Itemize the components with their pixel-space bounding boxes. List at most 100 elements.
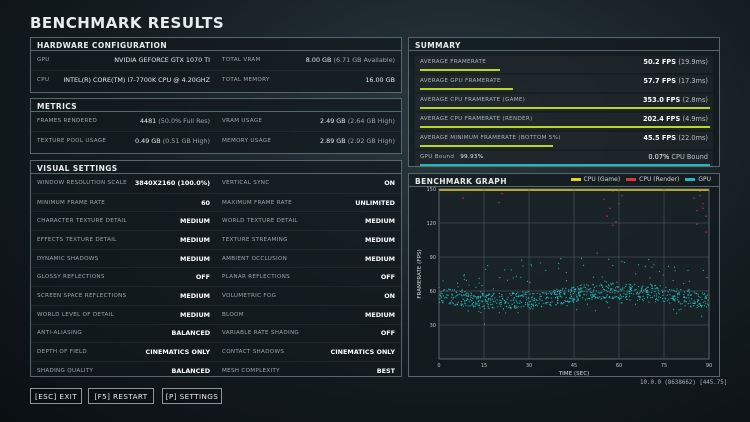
gpu-point xyxy=(555,304,557,306)
gpu-point xyxy=(528,301,530,303)
gpu-point xyxy=(639,298,641,300)
gpu-point xyxy=(662,274,664,276)
gpu-point xyxy=(522,296,524,298)
gpu-point xyxy=(515,295,518,297)
gpu-point xyxy=(528,297,530,299)
legend-swatch xyxy=(685,178,696,181)
gpu-point xyxy=(532,293,534,295)
gpu-point xyxy=(570,290,573,292)
settings-button[interactable]: [P] SETTINGS xyxy=(162,388,222,404)
gpu-point xyxy=(659,296,662,299)
setting-value: MEDIUM xyxy=(365,310,395,319)
gpu-point xyxy=(452,302,454,305)
gpu-point xyxy=(628,286,631,288)
gpu-point xyxy=(640,287,643,289)
cpu-render-point xyxy=(606,215,608,217)
gpu-point xyxy=(652,288,654,290)
setting-label: WORLD LEVEL OF DETAIL xyxy=(37,311,115,318)
setting-label: DEPTH OF FIELD xyxy=(37,349,88,356)
setting-row: WORLD LEVEL OF DETAIL MEDIUM BLOOM MEDIUM xyxy=(31,304,401,324)
gpu-point xyxy=(632,293,635,295)
gpu-point xyxy=(578,292,580,295)
gpu-point xyxy=(583,284,585,286)
gpu-point xyxy=(523,293,525,295)
gpu-point xyxy=(602,296,604,298)
hw-label: TOTAL MEMORY xyxy=(222,76,270,83)
gpu-point xyxy=(460,303,462,305)
gpu-point xyxy=(471,300,473,302)
gpu-point xyxy=(653,264,655,266)
gpu-point xyxy=(449,289,452,291)
gpu-point xyxy=(657,292,660,294)
gpu-point xyxy=(597,292,599,294)
gpu-point xyxy=(448,288,450,291)
gpu-point xyxy=(512,299,515,302)
gpu-point xyxy=(463,275,465,277)
gpu-point xyxy=(530,263,532,265)
exit-button[interactable]: [ESC] EXIT xyxy=(30,388,82,404)
gpu-point xyxy=(689,294,691,296)
restart-button[interactable]: [F5] RESTART xyxy=(88,388,154,404)
gpu-point xyxy=(645,290,648,292)
gpu-point xyxy=(573,297,575,299)
gpu-point xyxy=(608,285,610,287)
cpu-bound-value: 0.07% CPU Bound xyxy=(648,153,708,161)
summary-bar xyxy=(420,145,553,147)
gpu-point xyxy=(662,294,664,296)
gpu-point xyxy=(628,295,631,297)
setting-label: CHARACTER TEXTURE DETAIL xyxy=(37,218,127,225)
gpu-point xyxy=(605,281,608,283)
gpu-point xyxy=(510,269,512,271)
gpu-point xyxy=(665,286,667,288)
gpu-point xyxy=(591,297,593,299)
gpu-point xyxy=(465,279,468,282)
gpu-point xyxy=(539,295,541,297)
gpu-point xyxy=(702,301,704,304)
gpu-point xyxy=(610,288,613,290)
y-tick-label: 150 xyxy=(426,187,436,193)
gpu-point xyxy=(503,300,506,302)
cpu-render-point xyxy=(696,223,698,225)
gpu-point xyxy=(550,297,552,299)
gpu-point xyxy=(472,301,475,303)
gpu-point xyxy=(480,300,482,302)
gpu-point xyxy=(642,300,645,302)
setting-label: DYNAMIC SHADOWS xyxy=(37,255,99,262)
gpu-point xyxy=(610,284,612,286)
gpu-point xyxy=(525,293,527,295)
gpu-point xyxy=(560,258,562,260)
gpu-point xyxy=(489,301,491,304)
gpu-point xyxy=(674,270,676,272)
gpu-point xyxy=(685,297,688,299)
gpu-point xyxy=(487,303,489,305)
setting-label: EFFECTS TEXTURE DETAIL xyxy=(37,236,117,243)
gpu-point xyxy=(654,284,657,286)
gpu-point xyxy=(479,307,481,309)
gpu-point xyxy=(584,299,587,301)
gpu-point xyxy=(669,294,671,296)
gpu-point xyxy=(532,296,534,298)
gpu-point xyxy=(525,296,527,298)
gpu-point xyxy=(672,279,674,282)
gpu-point xyxy=(579,295,581,297)
gpu-point xyxy=(594,310,597,312)
setting-label: VERTICAL SYNC xyxy=(222,180,270,187)
setting-label: AMBIENT OCCLUSION xyxy=(222,255,288,262)
metrics-header: METRICS xyxy=(31,99,401,112)
gpu-point xyxy=(688,280,690,282)
gpu-point xyxy=(556,291,559,293)
gpu-point xyxy=(464,290,466,293)
gpu-point xyxy=(658,270,661,273)
gpu-point xyxy=(446,290,448,292)
metric-value: 2.89 GB (2.92 GB High) xyxy=(320,136,395,145)
setting-value: MEDIUM xyxy=(365,254,395,263)
gpu-point xyxy=(688,292,690,294)
gpu-point xyxy=(614,292,616,294)
gpu-point xyxy=(465,292,467,294)
gpu-point xyxy=(640,289,643,292)
gpu-point xyxy=(569,291,572,294)
summary-value: 50.2 FPS (19.9ms) xyxy=(643,58,708,66)
gpu-point xyxy=(673,266,676,268)
gpu-point xyxy=(644,289,646,291)
gpu-point xyxy=(536,300,538,302)
